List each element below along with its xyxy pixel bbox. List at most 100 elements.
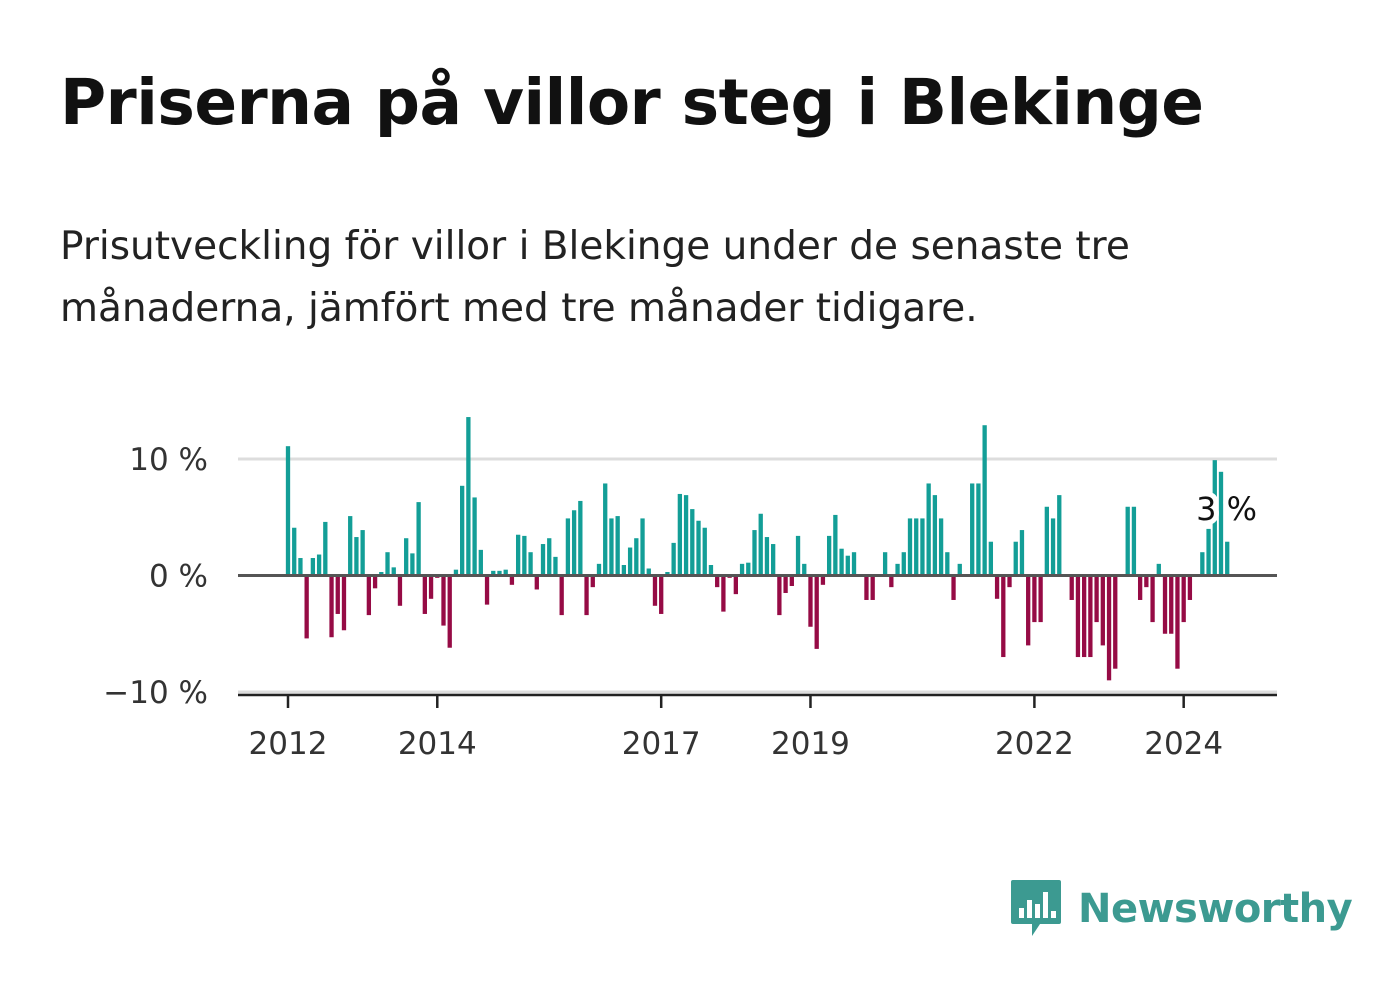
- bar: [584, 575, 589, 616]
- chart-subtitle: Prisutveckling för villor i Blekinge und…: [60, 224, 1130, 331]
- bar: [839, 548, 844, 576]
- bar: [441, 575, 446, 626]
- bar: [372, 575, 378, 589]
- bar: [1013, 541, 1018, 576]
- bar: [926, 483, 931, 576]
- bar: [447, 575, 452, 648]
- bar: [453, 569, 459, 576]
- bar: [808, 575, 813, 627]
- bar: [515, 534, 521, 576]
- bar: [1144, 575, 1149, 588]
- bar: [484, 575, 490, 605]
- bar: [1169, 575, 1174, 634]
- y-tick-label: −10 %: [103, 675, 208, 711]
- bar: [652, 575, 658, 606]
- newsworthy-logo-icon: [1011, 880, 1061, 936]
- latest-value-label: 3 %: [1196, 490, 1257, 528]
- bar: [938, 518, 944, 576]
- bar: [472, 497, 477, 576]
- bar: [627, 547, 633, 576]
- bar: [746, 562, 751, 576]
- bar: [708, 565, 714, 576]
- bar: [547, 538, 552, 576]
- bar: [715, 575, 720, 588]
- bar: [379, 572, 384, 576]
- bar: [565, 518, 571, 576]
- bar: [696, 520, 701, 576]
- bar: [621, 565, 627, 576]
- bar: [1069, 575, 1074, 600]
- bar: [1212, 460, 1217, 576]
- bar: [354, 537, 359, 576]
- bar: [422, 575, 427, 614]
- bar: [310, 558, 316, 576]
- bar: [596, 563, 602, 576]
- bar: [385, 552, 390, 576]
- bar: [951, 575, 956, 600]
- newsworthy-logo-text: Newsworthy: [1078, 886, 1353, 932]
- bar: [1044, 506, 1049, 576]
- bar: [864, 575, 869, 600]
- bar: [659, 575, 664, 614]
- bar: [665, 572, 670, 576]
- bar: [1050, 518, 1056, 576]
- bar: [391, 567, 396, 576]
- bar: [298, 558, 303, 576]
- bar: [945, 552, 950, 576]
- bars: [285, 417, 1230, 681]
- bar: [777, 575, 782, 616]
- bar: [329, 575, 334, 638]
- bar: [758, 513, 763, 576]
- bar: [895, 563, 900, 576]
- bar: [1082, 575, 1087, 658]
- bar: [901, 552, 906, 576]
- bar: [1038, 575, 1043, 623]
- x-tick-label: 2019: [771, 726, 850, 762]
- bar: [820, 575, 826, 585]
- bar: [397, 575, 403, 606]
- bar: [870, 575, 875, 600]
- bar: [994, 575, 1000, 599]
- bar: [1131, 506, 1137, 576]
- bar: [534, 575, 539, 590]
- bar: [323, 521, 328, 576]
- bar: [889, 575, 894, 588]
- bar: [460, 485, 465, 576]
- bar: [988, 541, 994, 576]
- bar: [416, 502, 421, 576]
- bar: [1001, 575, 1006, 658]
- bar: [646, 568, 651, 576]
- x-tick-label: 2014: [398, 726, 477, 762]
- bar: [428, 575, 434, 599]
- y-tick-label: 0 %: [149, 559, 208, 595]
- bar: [640, 518, 645, 576]
- bar: [615, 516, 620, 576]
- bar: [341, 575, 347, 631]
- bar: [360, 530, 365, 576]
- bar: [1181, 575, 1186, 623]
- bar: [1187, 575, 1193, 600]
- bar: [957, 563, 962, 576]
- bar: [410, 553, 415, 576]
- bar: [466, 417, 471, 576]
- bar: [1225, 541, 1230, 576]
- bar: [366, 575, 372, 616]
- bar: [1200, 552, 1205, 576]
- bar: [851, 552, 857, 576]
- bar: [1094, 575, 1099, 623]
- x-tick-label: 2022: [995, 726, 1074, 762]
- bar: [1175, 575, 1180, 669]
- bar: [1019, 530, 1025, 576]
- bar: [404, 538, 409, 576]
- bar: [1106, 575, 1112, 681]
- bar: [970, 483, 975, 576]
- bar: [932, 495, 938, 576]
- bar: [907, 518, 913, 576]
- bar: [1162, 575, 1168, 634]
- bar: [1150, 575, 1155, 623]
- bar: [285, 446, 291, 576]
- bar: [1075, 575, 1081, 658]
- bar: [671, 542, 676, 576]
- bar: [920, 518, 925, 576]
- bar: [721, 575, 726, 612]
